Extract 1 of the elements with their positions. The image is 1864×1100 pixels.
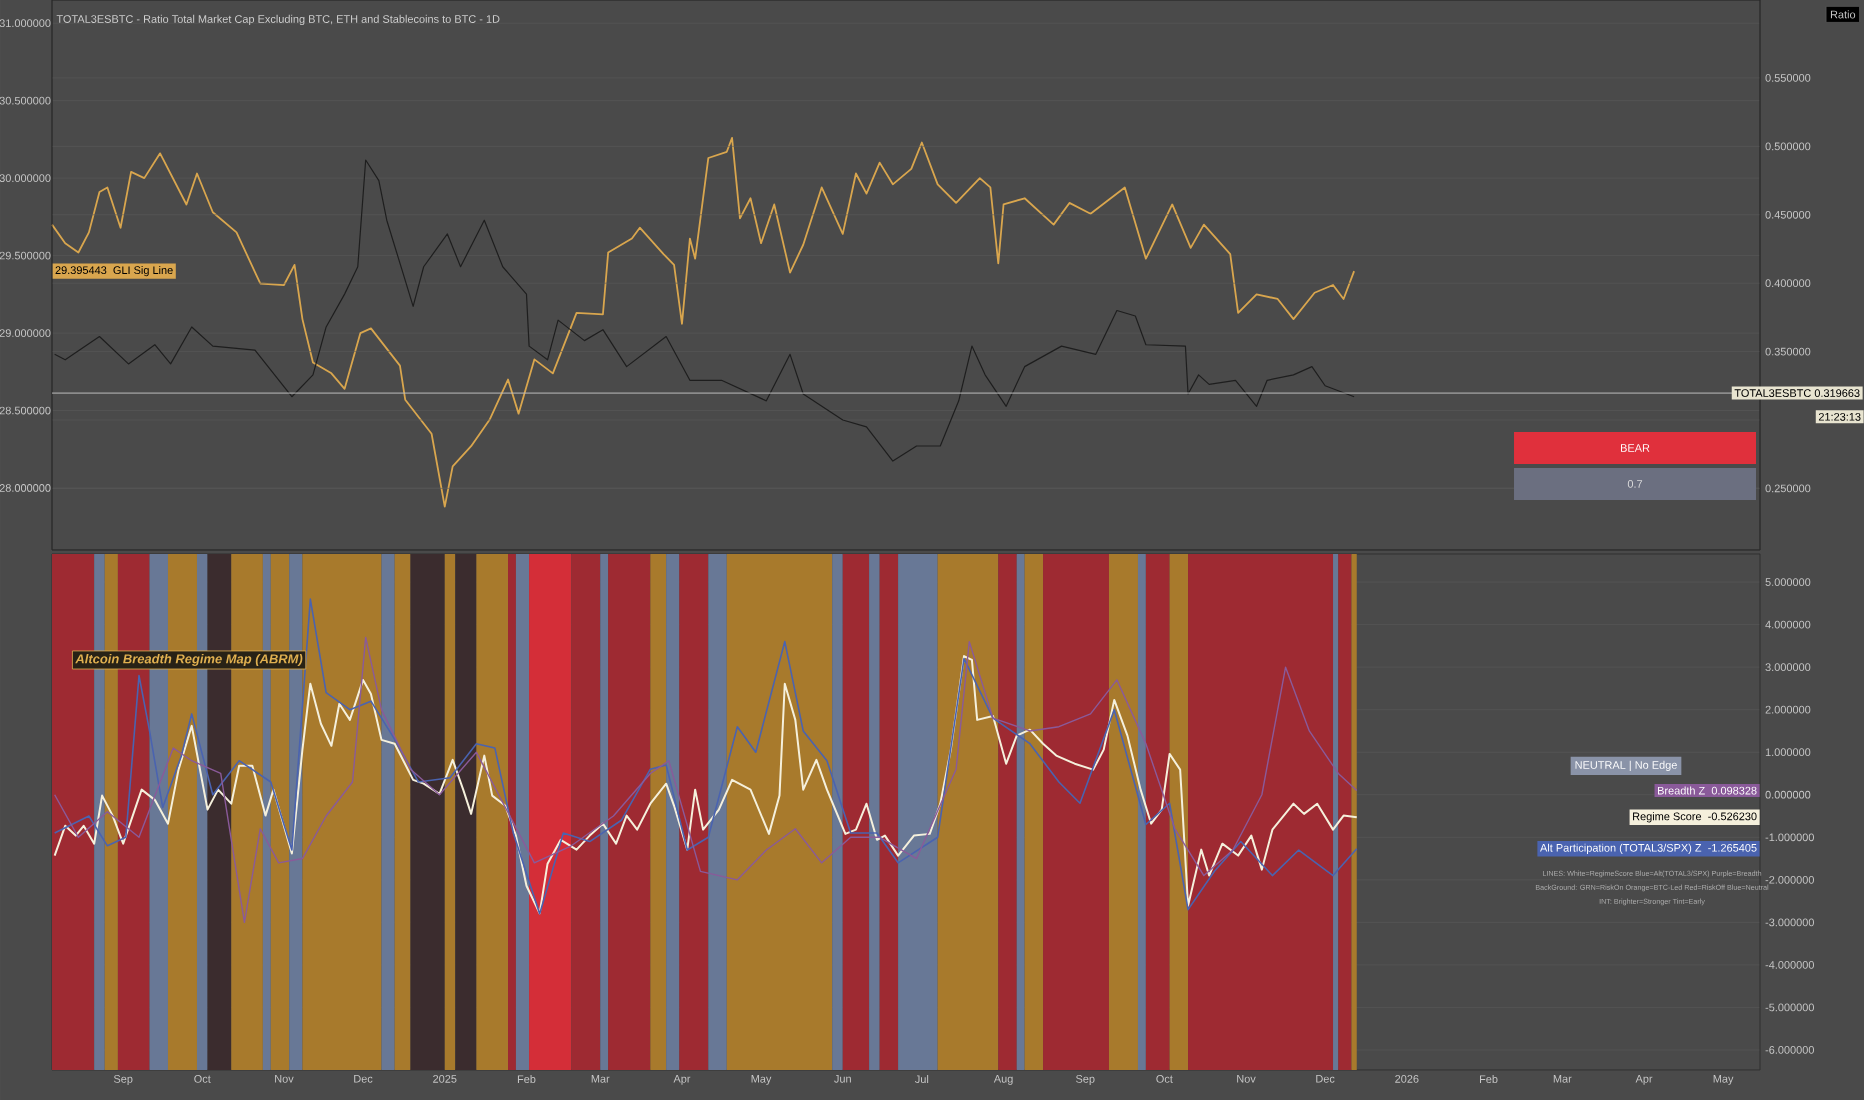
- line-series: [51, 136, 1356, 508]
